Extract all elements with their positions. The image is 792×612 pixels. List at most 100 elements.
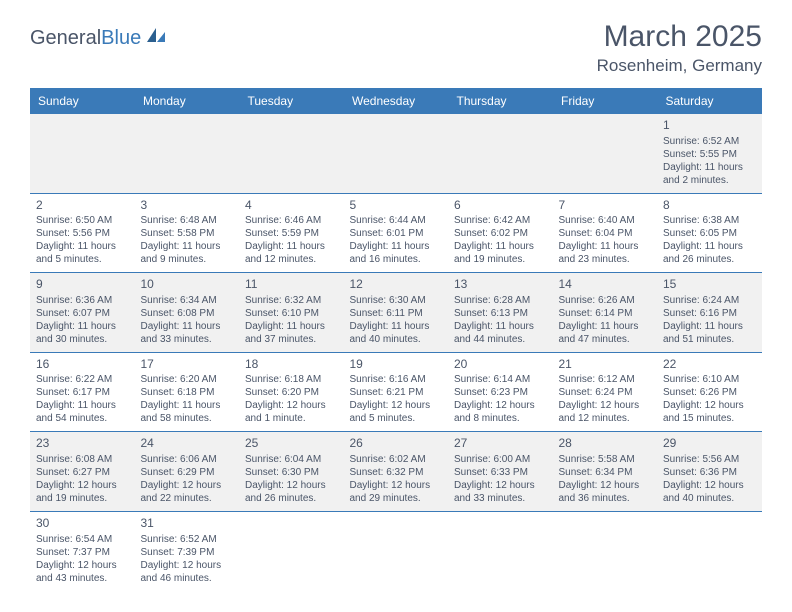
sunrise-text: Sunrise: 6:34 AM [141, 294, 234, 307]
day-number: 6 [454, 198, 547, 214]
day-number: 30 [36, 516, 129, 532]
calendar-day-cell: 5Sunrise: 6:44 AMSunset: 6:01 PMDaylight… [344, 193, 449, 273]
sunset-text: Sunset: 6:21 PM [350, 386, 443, 399]
day-number: 13 [454, 277, 547, 293]
sunset-text: Sunset: 6:24 PM [559, 386, 652, 399]
daylight-text: Daylight: 11 hours and 30 minutes. [36, 320, 129, 346]
sunrise-text: Sunrise: 6:38 AM [663, 214, 756, 227]
sunrise-text: Sunrise: 6:08 AM [36, 453, 129, 466]
weekday-header: Tuesday [239, 88, 344, 114]
day-number: 10 [141, 277, 234, 293]
daylight-text: Daylight: 12 hours and 15 minutes. [663, 399, 756, 425]
calendar-day-cell: 14Sunrise: 6:26 AMSunset: 6:14 PMDayligh… [553, 273, 658, 353]
calendar-day-cell: 9Sunrise: 6:36 AMSunset: 6:07 PMDaylight… [30, 273, 135, 353]
sunset-text: Sunset: 6:26 PM [663, 386, 756, 399]
calendar-day-cell: 25Sunrise: 6:04 AMSunset: 6:30 PMDayligh… [239, 432, 344, 512]
day-number: 23 [36, 436, 129, 452]
calendar-day-cell [448, 114, 553, 193]
day-number: 19 [350, 357, 443, 373]
daylight-text: Daylight: 11 hours and 26 minutes. [663, 240, 756, 266]
calendar-day-cell: 15Sunrise: 6:24 AMSunset: 6:16 PMDayligh… [657, 273, 762, 353]
sunset-text: Sunset: 6:01 PM [350, 227, 443, 240]
sunrise-text: Sunrise: 6:18 AM [245, 373, 338, 386]
day-number: 26 [350, 436, 443, 452]
calendar-day-cell [553, 511, 658, 590]
day-number: 16 [36, 357, 129, 373]
daylight-text: Daylight: 12 hours and 40 minutes. [663, 479, 756, 505]
sunrise-text: Sunrise: 6:28 AM [454, 294, 547, 307]
sunset-text: Sunset: 6:16 PM [663, 307, 756, 320]
calendar-day-cell: 30Sunrise: 6:54 AMSunset: 7:37 PMDayligh… [30, 511, 135, 590]
sunset-text: Sunset: 6:18 PM [141, 386, 234, 399]
day-number: 21 [559, 357, 652, 373]
daylight-text: Daylight: 11 hours and 16 minutes. [350, 240, 443, 266]
sunrise-text: Sunrise: 6:20 AM [141, 373, 234, 386]
sunrise-text: Sunrise: 6:42 AM [454, 214, 547, 227]
sunset-text: Sunset: 5:58 PM [141, 227, 234, 240]
calendar-day-cell: 29Sunrise: 5:56 AMSunset: 6:36 PMDayligh… [657, 432, 762, 512]
sunrise-text: Sunrise: 6:48 AM [141, 214, 234, 227]
calendar-day-cell [657, 511, 762, 590]
sunset-text: Sunset: 6:33 PM [454, 466, 547, 479]
day-number: 27 [454, 436, 547, 452]
daylight-text: Daylight: 11 hours and 40 minutes. [350, 320, 443, 346]
calendar-day-cell: 20Sunrise: 6:14 AMSunset: 6:23 PMDayligh… [448, 352, 553, 432]
calendar-day-cell: 12Sunrise: 6:30 AMSunset: 6:11 PMDayligh… [344, 273, 449, 353]
sunrise-text: Sunrise: 6:00 AM [454, 453, 547, 466]
calendar-day-cell: 2Sunrise: 6:50 AMSunset: 5:56 PMDaylight… [30, 193, 135, 273]
calendar-day-cell [553, 114, 658, 193]
calendar-day-cell: 26Sunrise: 6:02 AMSunset: 6:32 PMDayligh… [344, 432, 449, 512]
day-number: 8 [663, 198, 756, 214]
page-header: GeneralBlue March 2025 Rosenheim, German… [30, 20, 762, 76]
calendar-day-cell: 18Sunrise: 6:18 AMSunset: 6:20 PMDayligh… [239, 352, 344, 432]
sunrise-text: Sunrise: 6:22 AM [36, 373, 129, 386]
sunset-text: Sunset: 6:14 PM [559, 307, 652, 320]
day-number: 9 [36, 277, 129, 293]
sunrise-text: Sunrise: 6:32 AM [245, 294, 338, 307]
sunset-text: Sunset: 6:11 PM [350, 307, 443, 320]
logo-text-2: Blue [101, 27, 141, 50]
daylight-text: Daylight: 12 hours and 19 minutes. [36, 479, 129, 505]
sunrise-text: Sunrise: 6:54 AM [36, 533, 129, 546]
calendar-day-cell: 13Sunrise: 6:28 AMSunset: 6:13 PMDayligh… [448, 273, 553, 353]
calendar-day-cell: 3Sunrise: 6:48 AMSunset: 5:58 PMDaylight… [135, 193, 240, 273]
sunset-text: Sunset: 6:34 PM [559, 466, 652, 479]
sunset-text: Sunset: 6:13 PM [454, 307, 547, 320]
sunrise-text: Sunrise: 6:30 AM [350, 294, 443, 307]
calendar-table: Sunday Monday Tuesday Wednesday Thursday… [30, 88, 762, 591]
sunset-text: Sunset: 6:29 PM [141, 466, 234, 479]
sunset-text: Sunset: 6:20 PM [245, 386, 338, 399]
sunrise-text: Sunrise: 6:46 AM [245, 214, 338, 227]
calendar-day-cell: 28Sunrise: 5:58 AMSunset: 6:34 PMDayligh… [553, 432, 658, 512]
sunset-text: Sunset: 6:23 PM [454, 386, 547, 399]
calendar-day-cell: 27Sunrise: 6:00 AMSunset: 6:33 PMDayligh… [448, 432, 553, 512]
sunrise-text: Sunrise: 5:56 AM [663, 453, 756, 466]
day-number: 15 [663, 277, 756, 293]
daylight-text: Daylight: 12 hours and 46 minutes. [141, 559, 234, 585]
daylight-text: Daylight: 11 hours and 54 minutes. [36, 399, 129, 425]
daylight-text: Daylight: 11 hours and 9 minutes. [141, 240, 234, 266]
day-number: 12 [350, 277, 443, 293]
sunrise-text: Sunrise: 6:14 AM [454, 373, 547, 386]
day-number: 1 [663, 118, 756, 134]
sunrise-text: Sunrise: 6:44 AM [350, 214, 443, 227]
sunrise-text: Sunrise: 6:52 AM [663, 135, 756, 148]
sunset-text: Sunset: 6:27 PM [36, 466, 129, 479]
daylight-text: Daylight: 11 hours and 5 minutes. [36, 240, 129, 266]
sunset-text: Sunset: 6:08 PM [141, 307, 234, 320]
sunrise-text: Sunrise: 5:58 AM [559, 453, 652, 466]
daylight-text: Daylight: 11 hours and 2 minutes. [663, 161, 756, 187]
sunset-text: Sunset: 6:02 PM [454, 227, 547, 240]
sunrise-text: Sunrise: 6:12 AM [559, 373, 652, 386]
day-number: 2 [36, 198, 129, 214]
daylight-text: Daylight: 12 hours and 1 minute. [245, 399, 338, 425]
calendar-day-cell: 11Sunrise: 6:32 AMSunset: 6:10 PMDayligh… [239, 273, 344, 353]
sunrise-text: Sunrise: 6:36 AM [36, 294, 129, 307]
daylight-text: Daylight: 11 hours and 23 minutes. [559, 240, 652, 266]
weekday-header: Monday [135, 88, 240, 114]
calendar-day-cell: 10Sunrise: 6:34 AMSunset: 6:08 PMDayligh… [135, 273, 240, 353]
day-number: 31 [141, 516, 234, 532]
day-number: 28 [559, 436, 652, 452]
sunset-text: Sunset: 5:55 PM [663, 148, 756, 161]
calendar-week-row: 30Sunrise: 6:54 AMSunset: 7:37 PMDayligh… [30, 511, 762, 590]
